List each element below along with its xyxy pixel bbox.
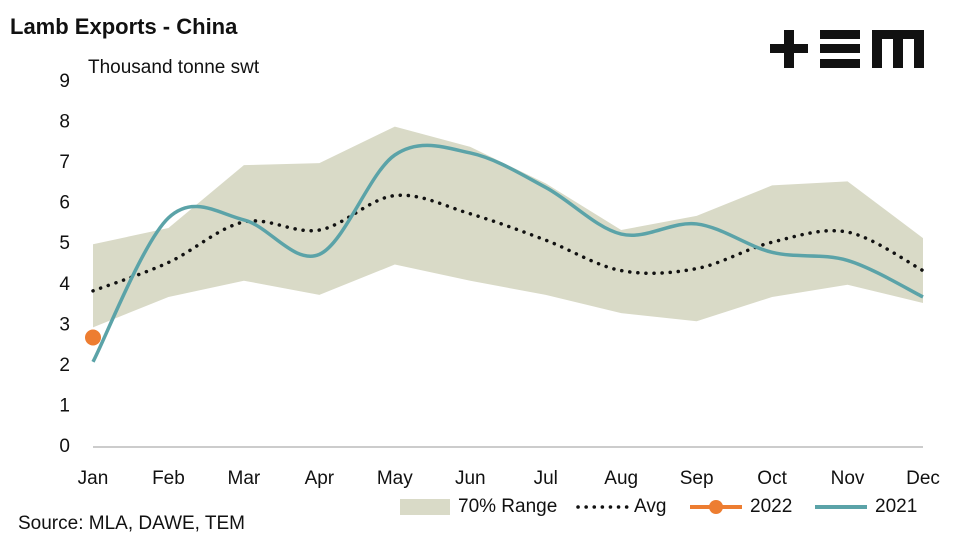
y-tick-label: 7 (59, 152, 70, 173)
series-line (91, 193, 925, 293)
legend-label: 2022 (750, 496, 792, 517)
y-tick-label: 3 (59, 314, 70, 335)
x-tick-label: Sep (680, 468, 714, 489)
x-tick-label: Mar (228, 468, 261, 489)
legend-label: Avg (634, 496, 666, 517)
x-tick-label: Jan (78, 468, 109, 489)
x-tick-label: May (377, 468, 413, 489)
y-tick-label: 1 (59, 395, 70, 416)
series-line (91, 143, 924, 363)
chart-subtitle: Thousand tonne swt (88, 57, 260, 78)
y-tick-label: 2 (59, 355, 70, 376)
legend-label: 70% Range (458, 496, 557, 517)
legend-swatch (709, 500, 723, 514)
x-tick-label: Aug (604, 468, 638, 489)
y-tick-label: 4 (59, 274, 70, 295)
x-tick-label: Feb (152, 468, 185, 489)
logo (770, 30, 924, 68)
legend-label: 2021 (875, 496, 917, 517)
x-tick-label: Oct (757, 468, 787, 489)
series-marker (85, 329, 101, 346)
y-tick-label: 9 (59, 71, 70, 92)
x-tick-label: Jun (455, 468, 486, 489)
y-tick-label: 0 (59, 436, 70, 457)
y-tick-label: 5 (59, 233, 70, 254)
x-tick-label: Apr (305, 468, 335, 489)
legend-swatch (400, 499, 450, 515)
chart-title: Lamb Exports - China (10, 14, 238, 39)
y-tick-label: 8 (59, 112, 70, 133)
source: Source: MLA, DAWE, TEM (18, 513, 245, 534)
x-tick-label: Jul (534, 468, 558, 489)
y-tick-label: 6 (59, 193, 70, 214)
x-tick-label: Nov (831, 468, 865, 489)
x-tick-label: Dec (906, 468, 940, 489)
